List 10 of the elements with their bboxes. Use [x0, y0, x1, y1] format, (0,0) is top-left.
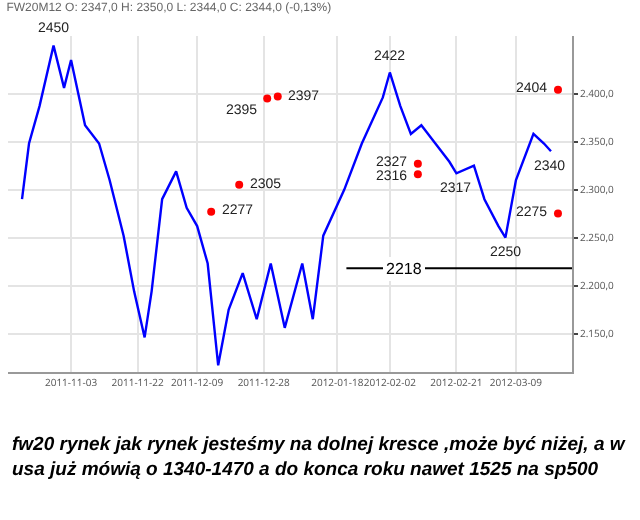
point: [413, 170, 422, 179]
text: fw20 rynek jak rynek jesteśmy na dolnej kresce ,może być niżej, a w usa już mówią o 1340-1470 a do konca roku nawet 1525 na sp500: [12, 434, 626, 481]
point: [413, 159, 422, 168]
ref-line-label: 2218: [386, 260, 423, 278]
point: [273, 92, 282, 101]
point: [553, 85, 562, 94]
point: [553, 209, 562, 218]
point: [235, 180, 244, 189]
point: [263, 94, 272, 103]
point: [207, 207, 216, 216]
